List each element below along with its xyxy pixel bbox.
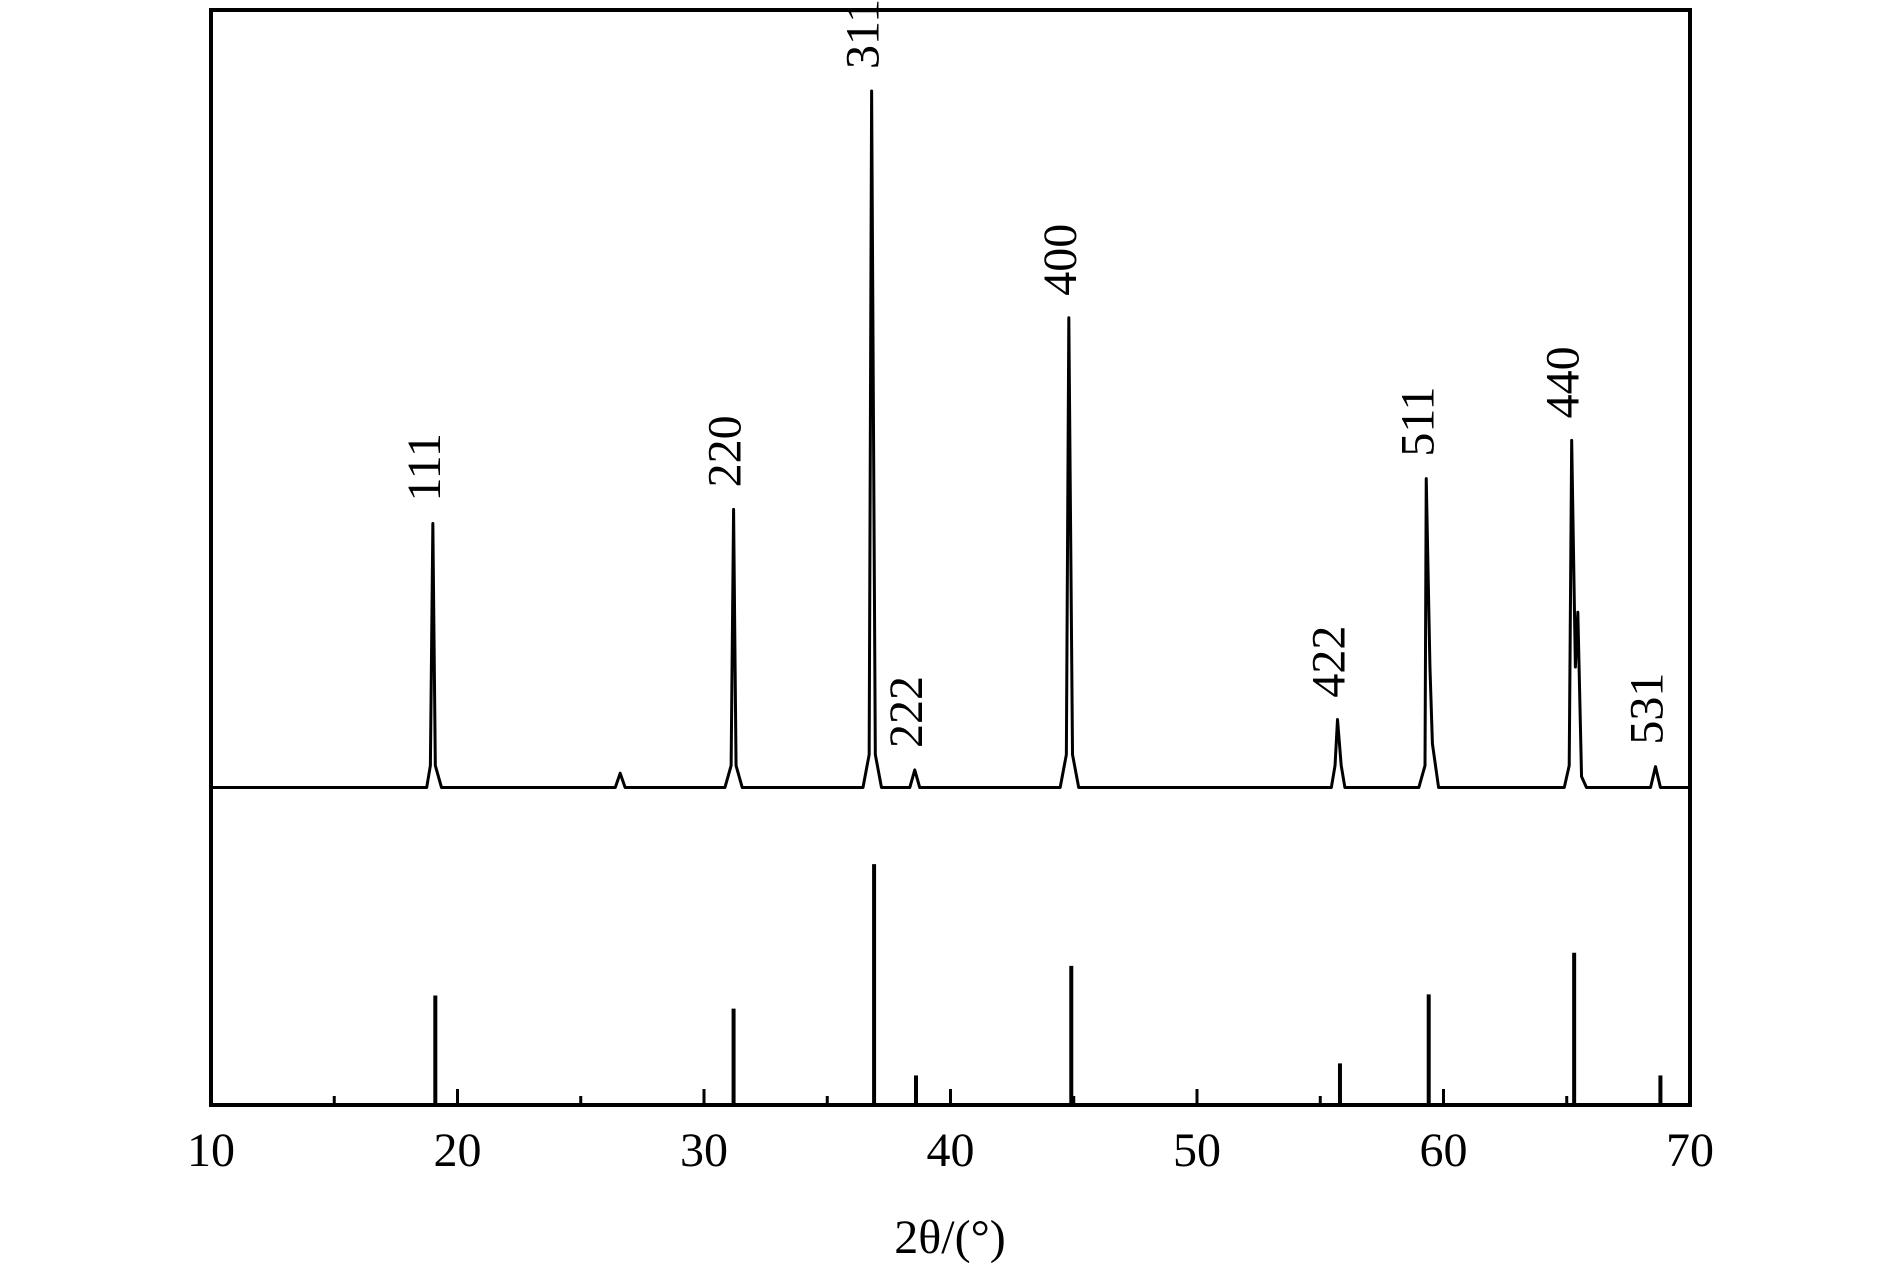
peak-label: 311: [837, 0, 890, 69]
peak-label: 422: [1303, 626, 1356, 698]
x-tick-label: 20: [434, 1124, 482, 1177]
x-tick-label: 60: [1420, 1124, 1468, 1177]
peak-label: 111: [398, 433, 451, 501]
peak-label: 531: [1621, 673, 1674, 745]
x-axis-label: 2θ/(°): [894, 1211, 1006, 1264]
x-tick-label: 30: [680, 1124, 728, 1177]
peak-label: 400: [1034, 224, 1087, 296]
peak-label: 222: [880, 676, 933, 748]
x-tick-label: 70: [1666, 1124, 1714, 1177]
peak-label: 440: [1537, 346, 1590, 418]
x-tick-label: 40: [927, 1124, 975, 1177]
peak-label: 220: [699, 415, 752, 487]
peak-label: 511: [1391, 386, 1444, 456]
x-tick-label: 10: [187, 1124, 235, 1177]
pattern-line: [211, 89, 1690, 789]
x-tick-label: 50: [1173, 1124, 1221, 1177]
